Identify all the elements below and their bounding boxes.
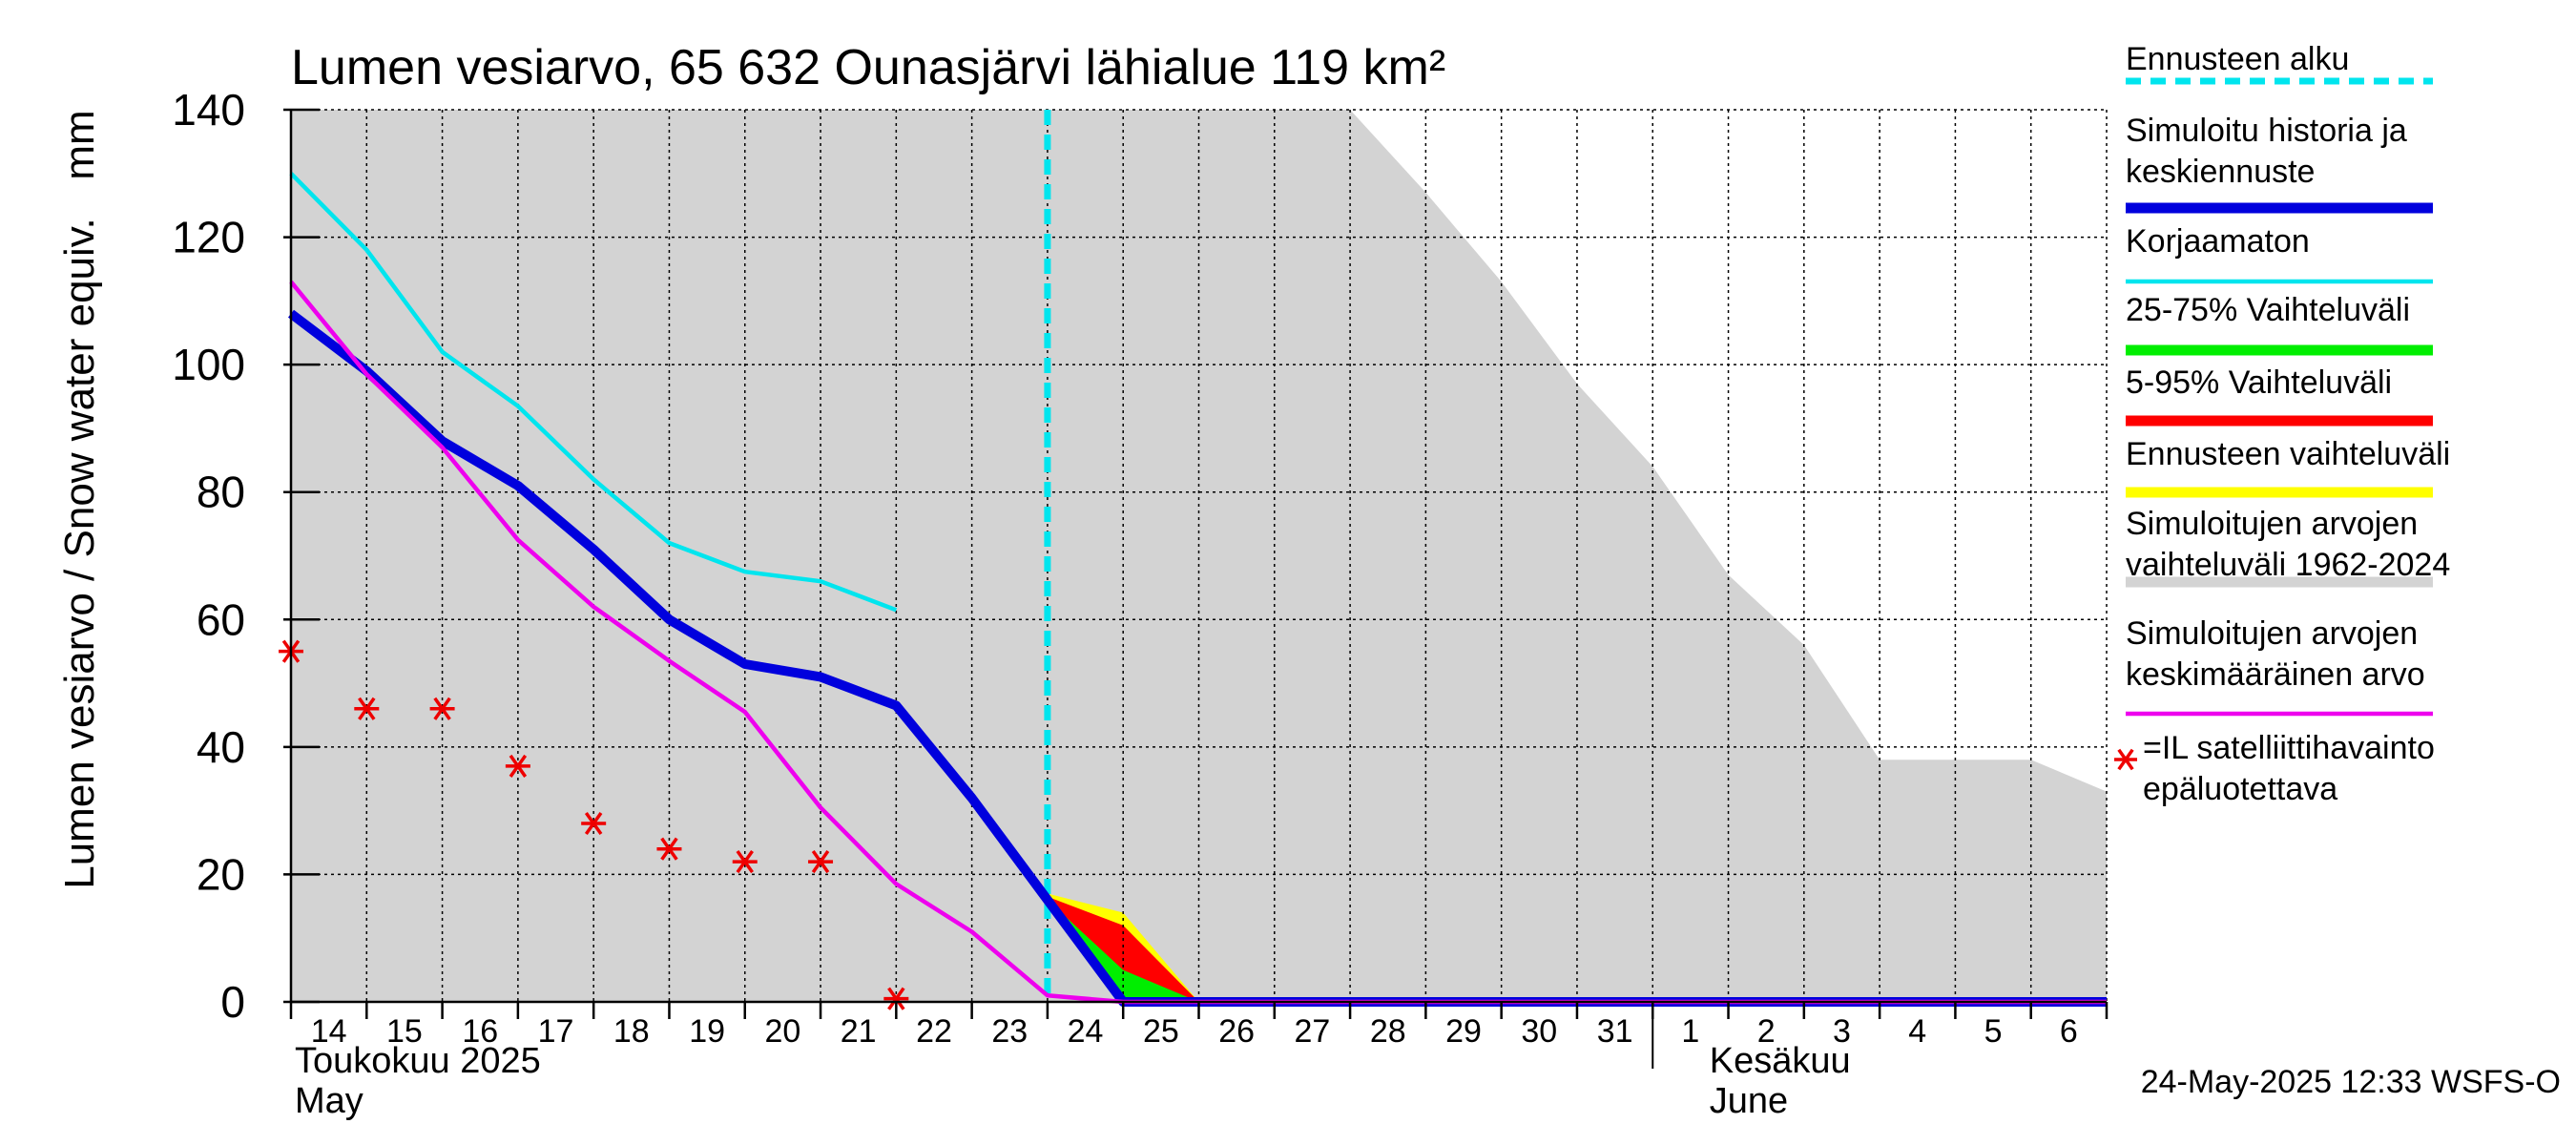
x-tick-label: 20	[764, 1013, 800, 1050]
y-axis-label: Lumen vesiarvo / Snow water equiv.	[56, 218, 103, 889]
month-label-may: Toukokuu 2025	[295, 1041, 541, 1081]
legend-label: =IL satelliittihavainto	[2143, 730, 2435, 766]
series-line-0	[287, 309, 2107, 1007]
x-tick-label: 6	[2060, 1013, 2078, 1050]
x-tick-label: 1	[1681, 1013, 1699, 1050]
legend-label: epäluotettava	[2143, 771, 2337, 807]
legend-label: Ennusteen alku	[2126, 41, 2349, 77]
month-label-june-en: June	[1710, 1081, 1788, 1121]
y-tick-label: 140	[172, 85, 245, 135]
y-tick-label: 80	[197, 468, 245, 517]
y-tick-label: 40	[197, 722, 245, 772]
x-tick-label: 17	[538, 1013, 574, 1050]
x-tick-label: 23	[991, 1013, 1028, 1050]
timestamp: 24-May-2025 12:33 WSFS-O	[2141, 1064, 2561, 1100]
legend-label: Simuloitujen arvojen	[2126, 615, 2418, 652]
x-tick-label: 19	[689, 1013, 725, 1050]
x-tick-label: 25	[1143, 1013, 1179, 1050]
x-tick-label: 14	[311, 1013, 347, 1050]
x-tick-label: 4	[1908, 1013, 1926, 1050]
x-tick-label: 26	[1218, 1013, 1255, 1050]
legend-label: Simuloitu historia ja	[2126, 113, 2407, 149]
month-label-june: Kesäkuu	[1710, 1041, 1851, 1081]
satellite-observation-point	[581, 811, 607, 836]
satellite-observation-point	[732, 850, 758, 874]
legend-label: Korjaamaton	[2126, 223, 2310, 260]
y-tick-label: 20	[197, 849, 245, 899]
month-label-may-en: May	[295, 1081, 364, 1121]
satellite-observation-point	[808, 850, 834, 874]
x-tick-label: 24	[1068, 1013, 1104, 1050]
x-tick-label: 31	[1597, 1013, 1633, 1050]
x-tick-label: 27	[1295, 1013, 1331, 1050]
chart-title: Lumen vesiarvo, 65 632 Ounasjärvi lähial…	[291, 40, 1445, 95]
legend-label: Simuloitujen arvojen	[2126, 506, 2418, 542]
x-tick-label: 30	[1521, 1013, 1557, 1050]
x-tick-label: 22	[916, 1013, 952, 1050]
y-tick-label: 0	[220, 977, 245, 1027]
y-tick-label: 120	[172, 213, 245, 262]
x-tick-label: 5	[1984, 1013, 2003, 1050]
legend-label: 5-95% Vaihteluväli	[2126, 364, 2392, 401]
band-2	[1047, 896, 1199, 1002]
x-tick-label: 18	[613, 1013, 650, 1050]
satellite-observation-point	[429, 697, 455, 720]
y-tick-label: 100	[172, 340, 245, 389]
legend-label: 25-75% Vaihteluväli	[2126, 292, 2410, 328]
series-line-1	[289, 172, 898, 613]
x-tick-label: 2	[1757, 1013, 1776, 1050]
satellite-observation-point	[505, 754, 530, 778]
x-tick-label: 16	[462, 1013, 498, 1050]
x-tick-label: 29	[1445, 1013, 1482, 1050]
x-tick-label: 15	[386, 1013, 423, 1050]
satellite-observation-point	[883, 987, 909, 1010]
x-tick-label: 28	[1370, 1013, 1406, 1050]
band-3	[1047, 900, 1199, 1002]
satellite-observation-point	[656, 837, 682, 861]
satellite-observation-point	[354, 697, 380, 720]
legend-label: keskimääräinen arvo	[2126, 656, 2425, 693]
y-tick-label: 60	[197, 594, 245, 644]
legend-label: Ennusteen vaihteluväli	[2126, 436, 2450, 472]
x-tick-label: 21	[841, 1013, 877, 1050]
y-axis-unit: mm	[56, 110, 103, 179]
x-tick-label: 3	[1833, 1013, 1851, 1050]
legend-star-marker	[2114, 748, 2137, 771]
legend-label: keskiennuste	[2126, 154, 2315, 190]
